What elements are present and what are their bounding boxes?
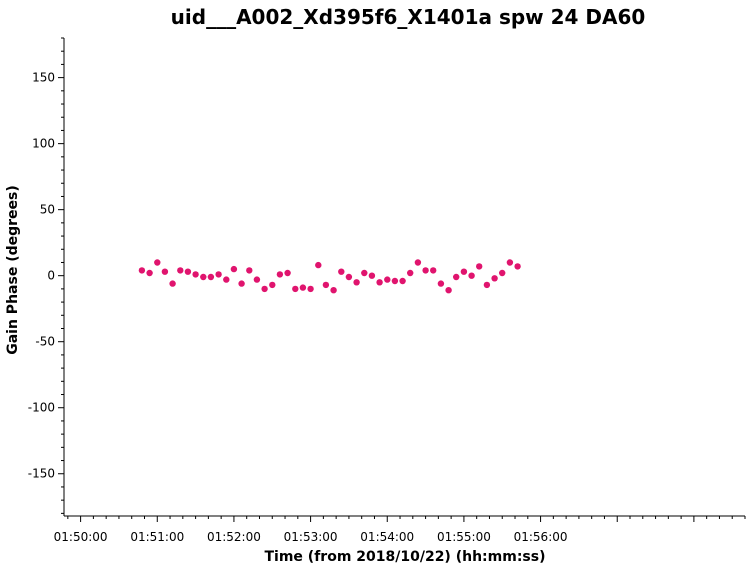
- data-point: [253, 276, 261, 283]
- data-point: [376, 279, 383, 286]
- y-axis-ticks: 150 100 50 0 -50 -100 -150: [28, 37, 64, 514]
- data-point: [476, 263, 483, 270]
- x-axis-ticks: 01:50:00 01:51:00 01:52:00 01:53:00 01:54:00…: [54, 516, 746, 544]
- data-point: [368, 272, 376, 279]
- data-point: [169, 280, 176, 287]
- chart-title: uid___A002_Xd395f6_X1401a spw 24 DA60: [171, 5, 646, 29]
- data-point: [200, 273, 207, 281]
- data-point: [238, 280, 245, 287]
- data-point: [138, 267, 146, 274]
- data-point: [230, 265, 238, 273]
- data-point: [177, 267, 184, 274]
- data-point: [215, 271, 222, 278]
- data-point: [154, 259, 161, 266]
- plot-frame: [63, 38, 745, 517]
- x-tick-label: 01:50:00: [54, 530, 108, 544]
- data-point: [292, 285, 299, 293]
- data-point: [161, 268, 169, 275]
- data-point: [437, 280, 445, 287]
- data-point: [315, 261, 322, 269]
- data-point: [307, 285, 314, 293]
- data-point: [284, 269, 291, 277]
- x-tick-label: 01:55:00: [437, 530, 491, 544]
- data-point: [491, 275, 498, 282]
- data-point: [460, 268, 468, 275]
- x-tick-label: 01:51:00: [130, 530, 184, 544]
- data-point: [184, 268, 192, 275]
- data-point: [361, 269, 368, 277]
- data-point: [407, 269, 414, 277]
- y-tick-label: -100: [28, 401, 55, 415]
- data-point: [207, 273, 215, 281]
- data-point: [445, 287, 452, 294]
- y-tick-label: 0: [47, 269, 55, 283]
- x-axis-label: Time (from 2018/10/22) (hh:mm:ss): [265, 549, 546, 565]
- data-point: [483, 281, 491, 289]
- data-point: [246, 267, 253, 274]
- data-point: [345, 273, 353, 281]
- data-point: [330, 287, 337, 294]
- data-point: [146, 269, 153, 277]
- y-axis-label: Gain Phase (degrees): [5, 185, 21, 355]
- data-point: [391, 277, 399, 285]
- y-tick-label: 150: [32, 71, 55, 85]
- x-tick-label: 01:53:00: [284, 530, 338, 544]
- data-point: [468, 272, 475, 279]
- y-tick-label: -50: [35, 335, 55, 349]
- data-point: [276, 271, 284, 278]
- data-points: [138, 259, 521, 294]
- y-tick-label: 50: [40, 203, 55, 217]
- x-tick-label: 01:52:00: [207, 530, 261, 544]
- data-point: [192, 271, 199, 278]
- data-point: [338, 268, 345, 275]
- data-point: [322, 281, 330, 289]
- data-point: [414, 259, 422, 266]
- data-point: [499, 269, 506, 277]
- y-tick-label: -150: [28, 467, 55, 481]
- data-point: [299, 284, 307, 291]
- data-point: [453, 273, 460, 281]
- data-point: [269, 281, 276, 289]
- data-point: [353, 279, 360, 286]
- y-tick-label: 100: [32, 137, 55, 151]
- data-point: [506, 259, 514, 266]
- data-point: [261, 285, 268, 293]
- data-point: [514, 263, 521, 270]
- data-point: [223, 276, 230, 283]
- x-tick-label: 01:54:00: [360, 530, 414, 544]
- x-tick-label: 01:56:00: [514, 530, 568, 544]
- data-point: [399, 277, 406, 285]
- data-point: [430, 267, 437, 274]
- data-point: [422, 267, 429, 274]
- data-point: [384, 276, 391, 283]
